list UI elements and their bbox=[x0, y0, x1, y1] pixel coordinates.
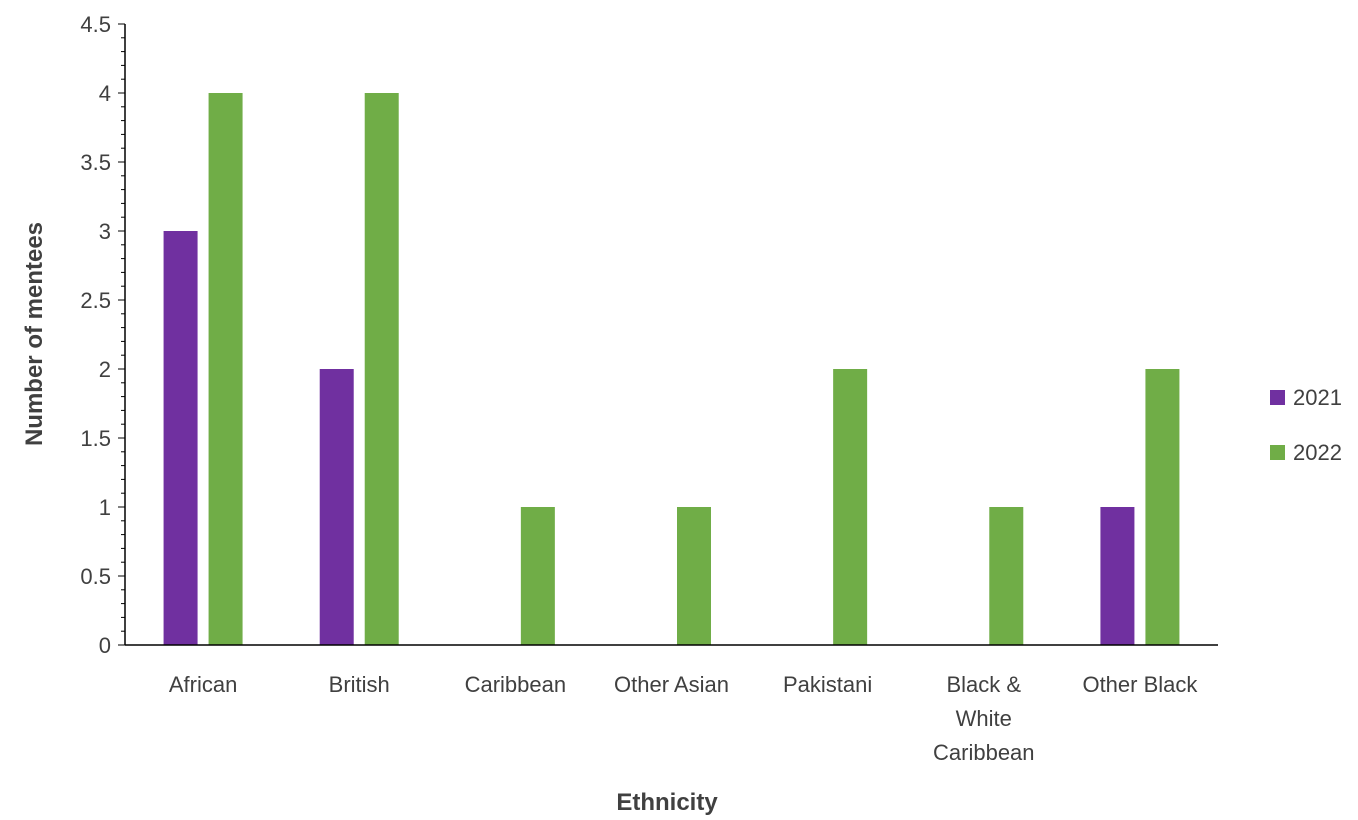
bar-2022-4 bbox=[833, 369, 868, 645]
legend-label-2022: 2022 bbox=[1293, 440, 1342, 465]
y-tick-label: 0.5 bbox=[80, 564, 111, 589]
y-tick-label: 3 bbox=[99, 219, 111, 244]
y-axis: 0 0.5 1 1.5 2 2.5 3 3.5 4 4.5 bbox=[80, 12, 126, 658]
bar-2022-3 bbox=[677, 507, 711, 645]
y-tick-label: 0 bbox=[99, 633, 111, 658]
x-tick-label: British bbox=[329, 672, 390, 697]
x-tick-label: Other Asian bbox=[614, 672, 729, 697]
y-axis-title: Number of mentees bbox=[21, 222, 48, 446]
bar-2022-0 bbox=[208, 93, 243, 645]
x-axis: African British Caribbean Other Asian Pakist… bbox=[125, 644, 1218, 765]
bar-2022-5 bbox=[989, 507, 1024, 645]
legend-label-2021: 2021 bbox=[1293, 385, 1342, 410]
y-tick-label: 3.5 bbox=[80, 150, 111, 175]
y-tick-label: 1.5 bbox=[80, 426, 111, 451]
x-tick-label: Caribbean bbox=[465, 672, 567, 697]
bar-2021-1 bbox=[319, 369, 354, 645]
x-axis-title: Ethnicity bbox=[616, 789, 718, 816]
bar-2022-1 bbox=[364, 93, 399, 645]
y-tick-label: 4.5 bbox=[80, 12, 111, 37]
bar-2022-2 bbox=[520, 507, 555, 645]
y-tick-label: 1 bbox=[99, 495, 111, 520]
legend-swatch-2022 bbox=[1270, 445, 1285, 460]
y-tick-label: 4 bbox=[99, 81, 111, 106]
bar-2021-6 bbox=[1100, 507, 1135, 645]
x-tick-label: African bbox=[169, 672, 237, 697]
x-tick-label: Pakistani bbox=[783, 672, 872, 697]
y-tick-label: 2.5 bbox=[80, 288, 111, 313]
plot-area bbox=[163, 93, 1180, 645]
bar-2022-6 bbox=[1145, 369, 1180, 645]
bar-2021-0 bbox=[163, 231, 198, 645]
legend-swatch-2021 bbox=[1270, 390, 1285, 405]
legend: 2021 2022 bbox=[1270, 385, 1342, 465]
x-tick-label: Other Black bbox=[1082, 672, 1198, 697]
x-tick-label: Black & White Caribbean bbox=[933, 672, 1035, 765]
y-tick-label: 2 bbox=[99, 357, 111, 382]
